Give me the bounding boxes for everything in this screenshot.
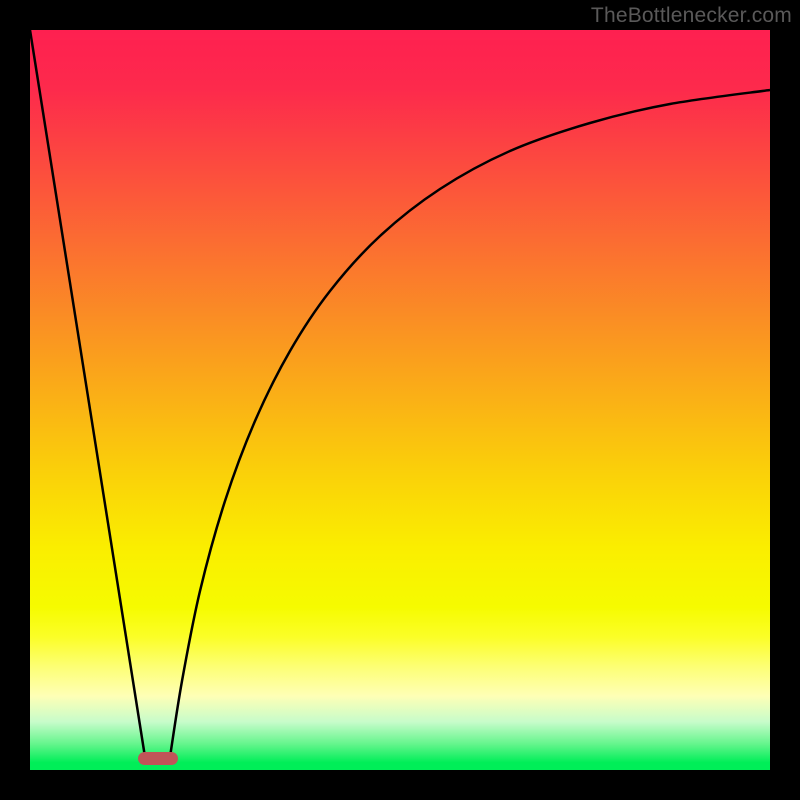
optimal-marker [138, 752, 178, 765]
chart-frame: TheBottlenecker.com [0, 0, 800, 800]
left-line [30, 30, 145, 757]
watermark-text: TheBottlenecker.com [591, 4, 792, 28]
curves-layer [30, 30, 770, 770]
plot-area [30, 30, 770, 770]
right-curve [170, 90, 770, 757]
